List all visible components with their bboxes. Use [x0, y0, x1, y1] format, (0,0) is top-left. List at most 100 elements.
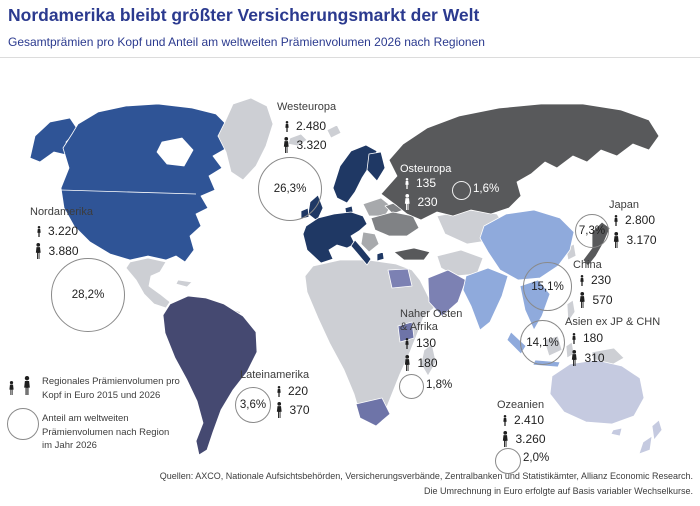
- map-region-north-america: [29, 103, 229, 263]
- value-2026: 3.880: [48, 244, 79, 258]
- share-circle-osteuropa: [452, 181, 471, 200]
- region-label-westeuropa: Westeuropa: [277, 101, 337, 113]
- region-lateinamerika-2015: 220: [276, 384, 308, 398]
- share-value: 14,1%: [526, 336, 559, 349]
- region-asien-2015: 180: [571, 331, 603, 345]
- region-naherosten-2015: 130: [404, 336, 436, 350]
- share-circle-westeuropa: 26,3%: [258, 157, 322, 221]
- share-value-osteuropa: 1,6%: [473, 183, 500, 195]
- map-region-east-europe-soft: [360, 197, 392, 253]
- legend-circle-line2: Prämienvolumen nach Region: [42, 426, 170, 438]
- region-china-2026: 570: [578, 292, 613, 308]
- region-asien-2026: 310: [570, 350, 605, 366]
- region-label-lateinamerika: Lateinamerika: [240, 369, 310, 381]
- region-osteuropa-2026: 230: [403, 194, 438, 210]
- region-china-2015: 230: [579, 273, 611, 287]
- value-2026: 3.320: [296, 138, 327, 152]
- person-icon-large: [613, 232, 619, 248]
- person-icon-large: [404, 355, 410, 371]
- person-icon-large: [502, 431, 508, 447]
- map-region-oceania: [549, 359, 663, 455]
- person-icon-small: [405, 337, 409, 349]
- legend-person-line1: Regionales Prämienvolumen pro: [42, 376, 180, 387]
- share-value: 3,6%: [239, 399, 267, 411]
- legend-person-icons: [8, 376, 32, 395]
- region-label-nordamerika: Nordamerika: [30, 206, 93, 218]
- map-region-west-europe: [300, 144, 386, 266]
- value-2026: 370: [289, 403, 310, 417]
- value-2015: 130: [416, 336, 437, 350]
- map-hudson-bay: [156, 137, 194, 167]
- value-2026: 310: [584, 351, 605, 365]
- value-2026: 230: [417, 195, 438, 209]
- share-circle-ozeanien: [495, 448, 521, 474]
- person-icon-small: [503, 414, 507, 426]
- region-label-ozeanien: Ozeanien: [497, 399, 545, 411]
- map-region-middle-east: [387, 268, 467, 317]
- person-icon-small: [37, 225, 41, 237]
- person-icon-small: [277, 385, 281, 397]
- value-2015: 2.480: [296, 119, 327, 133]
- value-2026: 570: [592, 293, 613, 307]
- share-value: 26,3%: [273, 183, 307, 195]
- person-icon-small: [285, 120, 289, 132]
- legend-circle-text: Anteil am weltweiten Prämienvolumen nach…: [42, 412, 169, 453]
- share-circle-asien: 14,1%: [520, 320, 565, 365]
- world-map: [29, 97, 663, 456]
- value-2026: 180: [417, 356, 438, 370]
- value-2015: 2.410: [514, 413, 545, 427]
- map-us-canada-border: [60, 189, 197, 195]
- value-2015: 3.220: [48, 224, 79, 238]
- share-circle-nordamerika: 28,2%: [51, 258, 125, 332]
- person-icon-large: [579, 292, 585, 308]
- person-icon-small: [405, 177, 409, 189]
- value-2026: 3.260: [515, 432, 546, 446]
- region-label-asien: Asien ex JP & CHN: [565, 316, 661, 328]
- region-osteuropa-2015: 135: [404, 176, 436, 190]
- share-value: 15,1%: [531, 280, 564, 293]
- share-circle-japan: 7,3%: [575, 214, 609, 248]
- region-label-naherosten-2: & Afrika: [400, 321, 438, 333]
- region-japan-2026: 3.170: [612, 232, 657, 248]
- value-2015: 230: [591, 273, 612, 287]
- share-value: 28,2%: [71, 289, 105, 301]
- value-2015: 135: [416, 176, 437, 190]
- person-icon-small: [9, 381, 14, 395]
- region-label-osteuropa: Osteuropa: [400, 163, 452, 175]
- value-2015: 180: [583, 331, 604, 345]
- person-icon-large: [24, 376, 30, 395]
- legend-circle-line1: Anteil am weltweiten: [42, 413, 129, 424]
- region-westeuropa-2026: 3.320: [282, 137, 327, 153]
- person-icon-large: [35, 243, 41, 259]
- map-region-latin-america: [162, 295, 258, 456]
- sources-line1: Quellen: AXCO, Nationale Aufsichtsbehörd…: [159, 471, 693, 481]
- header-divider: [0, 57, 700, 58]
- region-label-china: China: [573, 259, 602, 271]
- person-icon-small: [614, 214, 618, 226]
- region-lateinamerika-2026: 370: [275, 402, 310, 418]
- share-circle-china: 15,1%: [523, 262, 572, 311]
- region-nordamerika-2015: 3.220: [36, 224, 78, 238]
- legend-person-line2: Kopf in Euro 2015 und 2026: [42, 389, 161, 401]
- region-westeuropa-2015: 2.480: [284, 119, 326, 133]
- region-label-japan: Japan: [609, 199, 639, 211]
- page-title: Nordamerika bleibt größter Versicherungs…: [8, 5, 480, 25]
- region-japan-2015: 2.800: [613, 213, 655, 227]
- region-naherosten-2026: 180: [403, 355, 438, 371]
- share-circle-naherosten: [399, 374, 424, 399]
- share-value: 7,3%: [578, 225, 606, 237]
- value-2015: 220: [288, 384, 309, 398]
- person-icon-large: [283, 137, 289, 153]
- share-value-ozeanien: 2,0%: [523, 452, 550, 464]
- share-circle-lateinamerika: 3,6%: [235, 387, 271, 423]
- sources-line2: Die Umrechnung in Euro erfolgte auf Basi…: [424, 486, 693, 496]
- region-nordamerika-2026: 3.880: [34, 243, 79, 259]
- region-ozeanien-2015: 2.410: [502, 413, 544, 427]
- person-icon-small: [580, 274, 584, 286]
- map-region-africa-purple: [355, 321, 415, 427]
- value-2015: 2.800: [625, 213, 656, 227]
- person-icon-small: [572, 332, 576, 344]
- region-ozeanien-2026: 3.260: [501, 431, 546, 447]
- value-2026: 3.170: [626, 233, 657, 247]
- person-icon-large: [404, 194, 410, 210]
